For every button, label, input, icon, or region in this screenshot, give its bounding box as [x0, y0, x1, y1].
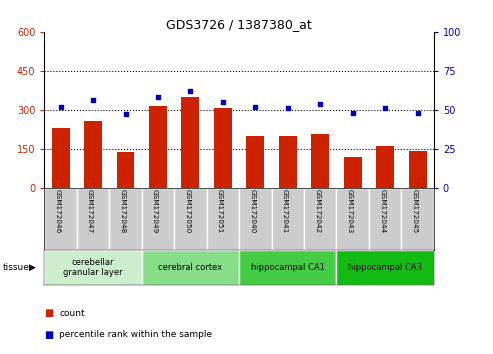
Point — [219, 99, 227, 105]
Text: ▶: ▶ — [29, 263, 35, 272]
Bar — [207, 188, 239, 250]
Bar — [336, 188, 369, 250]
Text: GSM172044: GSM172044 — [379, 189, 385, 233]
Bar — [174, 188, 207, 250]
Text: GSM172041: GSM172041 — [282, 189, 288, 233]
Point — [89, 98, 97, 103]
Text: GSM172043: GSM172043 — [347, 189, 352, 233]
Point — [381, 105, 389, 111]
Text: hippocampal CA3: hippocampal CA3 — [348, 263, 422, 272]
Bar — [44, 250, 142, 285]
Text: percentile rank within the sample: percentile rank within the sample — [59, 330, 212, 339]
Bar — [272, 188, 304, 250]
Bar — [77, 188, 109, 250]
Point — [122, 112, 130, 117]
Text: GSM172047: GSM172047 — [87, 189, 93, 233]
Text: ■: ■ — [44, 330, 54, 339]
Bar — [246, 136, 264, 188]
Bar — [116, 152, 135, 188]
Bar — [239, 188, 272, 250]
Bar — [181, 97, 199, 188]
Bar — [109, 188, 142, 250]
Bar — [401, 188, 434, 250]
Bar — [304, 188, 336, 250]
Bar — [142, 250, 239, 285]
Bar — [336, 250, 434, 285]
Bar — [84, 121, 102, 188]
Bar — [44, 188, 77, 250]
Text: count: count — [59, 309, 85, 318]
Text: GSM172042: GSM172042 — [314, 189, 320, 233]
Text: GSM172051: GSM172051 — [217, 189, 223, 233]
Point — [349, 110, 356, 116]
Bar — [369, 188, 401, 250]
Bar — [142, 188, 174, 250]
Text: hippocampal CA1: hippocampal CA1 — [251, 263, 325, 272]
Text: GSM172045: GSM172045 — [412, 189, 418, 233]
Point — [251, 104, 259, 109]
Bar — [409, 151, 426, 188]
Bar — [311, 135, 329, 188]
Text: GSM172050: GSM172050 — [184, 189, 190, 233]
Text: GSM172049: GSM172049 — [152, 189, 158, 233]
Text: tissue: tissue — [2, 263, 30, 272]
Text: cerebral cortex: cerebral cortex — [158, 263, 222, 272]
Bar — [149, 106, 167, 188]
Point — [186, 88, 194, 94]
Point — [154, 95, 162, 100]
Bar — [376, 146, 394, 188]
Bar — [52, 128, 70, 188]
Text: GSM172046: GSM172046 — [55, 189, 61, 233]
Text: GSM172048: GSM172048 — [119, 189, 126, 233]
Point — [317, 101, 324, 106]
Point — [414, 110, 422, 116]
Point — [284, 105, 292, 111]
Text: ■: ■ — [44, 308, 54, 318]
Title: GDS3726 / 1387380_at: GDS3726 / 1387380_at — [166, 18, 312, 31]
Bar — [344, 157, 362, 188]
Bar — [279, 136, 297, 188]
Bar — [214, 108, 232, 188]
Text: cerebellar
granular layer: cerebellar granular layer — [63, 258, 123, 277]
Text: GSM172040: GSM172040 — [249, 189, 255, 233]
Point — [57, 104, 65, 109]
Bar — [239, 250, 336, 285]
